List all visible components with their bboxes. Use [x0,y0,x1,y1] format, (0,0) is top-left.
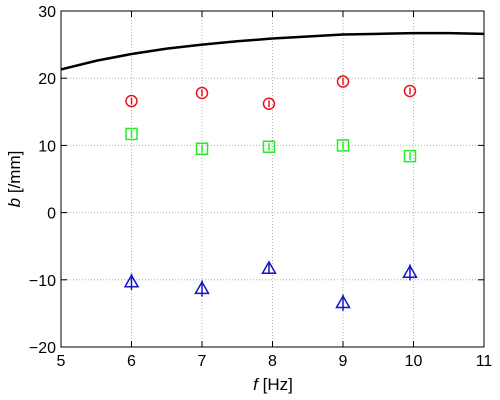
data-point-square [125,127,138,141]
x-tick-label: 5 [57,353,66,370]
x-tick-label: 6 [127,353,136,370]
data-point-square [403,149,417,163]
x-axis-label: f [Hz] [253,375,293,394]
data-point-triangle [402,264,418,279]
tick-labels: 5 6 7 8 9 10 11 −20 −10 0 10 20 30 [29,4,493,370]
data-point-circle [125,94,138,108]
y-axis-var: b [5,198,24,207]
grid-lines [61,11,484,347]
data-point-circle [403,84,417,98]
data-point-triangle [261,260,277,275]
data-point-triangle [123,273,140,288]
data-point-square [195,142,209,156]
y-tick-label: 20 [38,71,56,88]
x-axis-var: f [253,375,260,394]
x-tick-label: 9 [339,353,348,370]
y-tick-label: 10 [38,138,56,155]
data-point-triangle [194,280,210,295]
data-point-square [336,139,350,152]
x-tick-label: 8 [268,353,277,370]
data-point-square [262,140,276,153]
y-tick-label: −10 [29,273,56,290]
data-point-circle [336,75,350,88]
model-curve-layer [60,31,485,71]
y-tick-label: 30 [38,4,56,21]
axis-ticks [60,10,485,348]
data-points-layer [123,75,418,311]
data-point-circle [262,97,276,110]
x-tick-label: 11 [476,353,493,370]
x-axis-unit: [Hz] [258,375,293,394]
y-tick-label: −20 [29,340,56,357]
data-point-triangle [335,294,351,309]
y-axis-unit: [/mm] [5,151,24,198]
data-point-circle [195,86,209,100]
y-tick-label: 0 [47,206,56,223]
x-tick-label: 7 [198,353,207,370]
y-axis-label: b [/mm] [5,151,24,208]
model-curve [60,31,485,71]
x-tick-label: 10 [405,353,423,370]
